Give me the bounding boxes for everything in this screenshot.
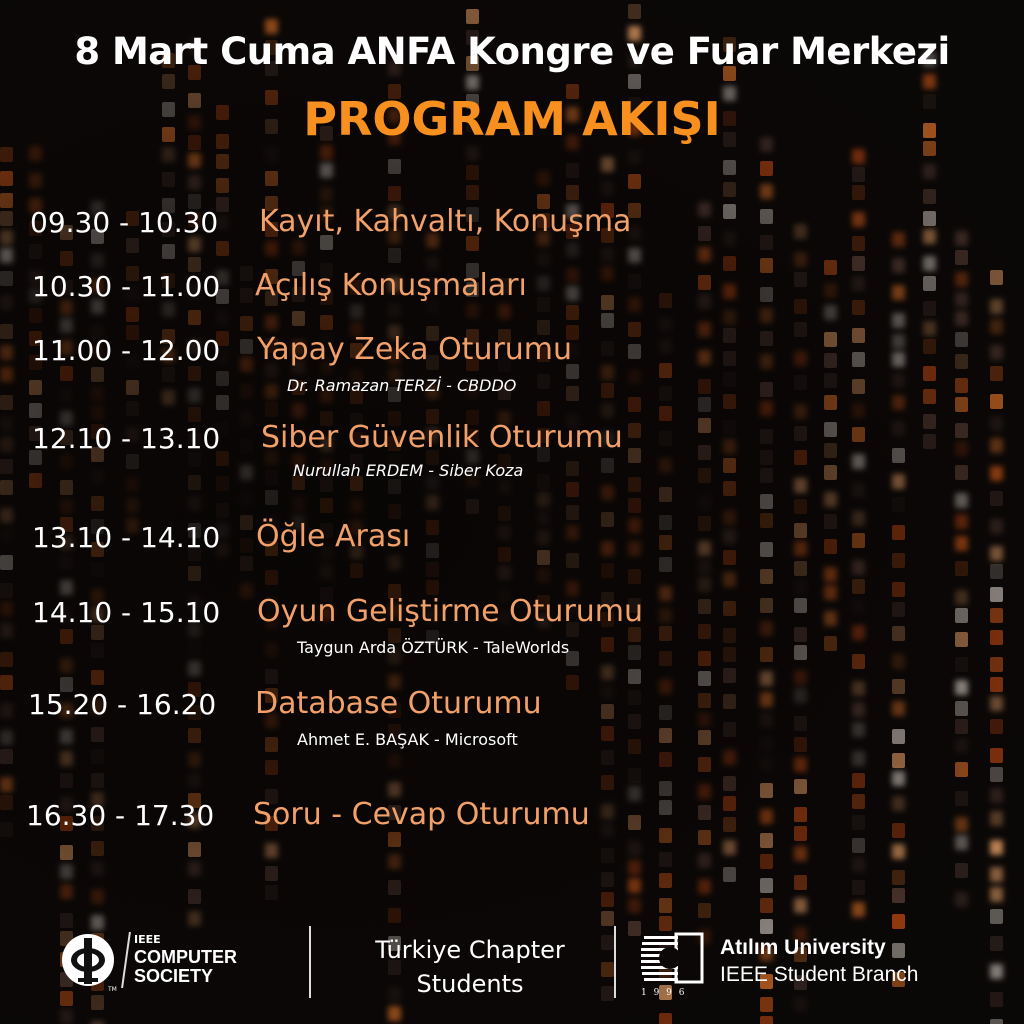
computer-society-ieee: IEEE [134, 933, 161, 946]
schedule-time: 15.20 - 16.20 [28, 688, 217, 721]
program-heading: PROGRAM AKIŞI [303, 92, 721, 146]
footer-divider [309, 926, 311, 998]
schedule-event: Soru - Cevap Oturumu [253, 797, 590, 832]
schedule-time: 13.10 - 14.10 [32, 521, 221, 554]
footer-divider [614, 926, 616, 998]
atilim-student-branch: IEEE Student Branch [720, 963, 919, 986]
schedule-event: Siber Güvenlik Oturumu [261, 420, 623, 455]
atilim-university: Atılım University [720, 936, 886, 959]
schedule-speaker: Ahmet E. BAŞAK - Microsoft [297, 730, 518, 749]
computer-society-logo-icon [58, 932, 118, 992]
schedule-event: Açılış Konuşmaları [255, 268, 527, 303]
schedule-time: 12.10 - 13.10 [32, 422, 221, 455]
schedule-speaker: Dr. Ramazan TERZİ - CBDDO [287, 376, 517, 395]
chapter-line2: Students [416, 970, 524, 998]
chapter-label: Türkiye Chapter Students [320, 933, 620, 1001]
trademark: TM [108, 986, 117, 993]
atilim-logo-icon [640, 930, 706, 986]
schedule-time: 14.10 - 15.10 [32, 596, 221, 629]
schedule-speaker: Taygun Arda ÖZTÜRK - TaleWorlds [297, 638, 570, 657]
schedule-event: Yapay Zeka Oturumu [257, 332, 573, 367]
atilim-year: 1 9 9 6 [641, 988, 687, 998]
schedule-event: Öğle Arası [256, 519, 411, 554]
event-title: 8 Mart Cuma ANFA Kongre ve Fuar Merkezi [74, 30, 950, 73]
schedule-time: 16.30 - 17.30 [26, 799, 215, 832]
computer-society-computer: COMPUTER [134, 947, 237, 967]
schedule-time: 09.30 - 10.30 [30, 206, 219, 239]
chapter-line1: Türkiye Chapter [375, 936, 565, 964]
schedule-event: Kayıt, Kahvaltı, Konuşma [259, 204, 632, 239]
schedule-event: Oyun Geliştirme Oturumu [257, 594, 644, 629]
schedule-speaker: Nurullah ERDEM - Siber Koza [293, 461, 524, 480]
schedule-time: 11.00 - 12.00 [32, 334, 221, 367]
schedule-event: Database Oturumu [255, 686, 542, 721]
computer-society-society: SOCIETY [134, 966, 214, 986]
schedule-time: 10.30 - 11.00 [32, 270, 221, 303]
